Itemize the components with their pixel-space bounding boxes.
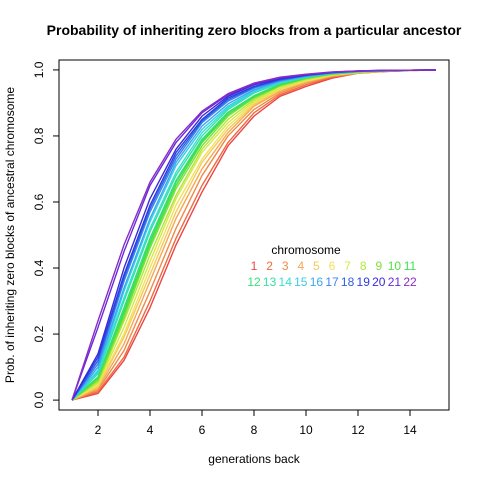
y-tick-label: 0.6 bbox=[32, 193, 46, 210]
legend-item-2: 2 bbox=[266, 259, 273, 273]
x-axis: 2 4 6 8 10 12 14 bbox=[95, 410, 417, 437]
legend-item-22: 22 bbox=[403, 275, 417, 289]
plot-area bbox=[58, 59, 450, 411]
chart-title: Probability of inheriting zero blocks fr… bbox=[47, 22, 462, 38]
legend-item-16: 16 bbox=[310, 275, 324, 289]
legend-item-11: 11 bbox=[404, 259, 417, 273]
legend-item-21: 21 bbox=[388, 275, 402, 289]
y-axis: 0.0 0.2 0.4 0.6 0.8 1.0 bbox=[32, 61, 59, 408]
x-tick-label: 12 bbox=[351, 423, 365, 437]
y-tick-label: 0.8 bbox=[32, 127, 46, 144]
legend-item-14: 14 bbox=[279, 275, 293, 289]
x-tick-label: 4 bbox=[147, 423, 154, 437]
legend-item-20: 20 bbox=[372, 275, 386, 289]
legend-item-3: 3 bbox=[282, 259, 289, 273]
x-tick-label: 2 bbox=[95, 423, 102, 437]
x-tick-label: 14 bbox=[403, 423, 417, 437]
y-tick-label: 0.4 bbox=[32, 259, 46, 276]
legend-item-17: 17 bbox=[325, 275, 339, 289]
legend-item-10: 10 bbox=[388, 259, 402, 273]
legend-item-18: 18 bbox=[341, 275, 355, 289]
legend-item-12: 12 bbox=[247, 275, 261, 289]
legend-item-19: 19 bbox=[357, 275, 371, 289]
series-line-2 bbox=[71, 69, 437, 401]
legend-item-5: 5 bbox=[313, 259, 320, 273]
y-axis-label: Prob. of inheriting zero blocks of ances… bbox=[3, 87, 17, 383]
legend-title: chromosome bbox=[271, 243, 341, 257]
legend-item-4: 4 bbox=[297, 259, 304, 273]
legend-item-1: 1 bbox=[251, 259, 258, 273]
y-tick-label: 0.0 bbox=[32, 391, 46, 408]
legend-item-9: 9 bbox=[375, 259, 382, 273]
legend-item-6: 6 bbox=[329, 259, 336, 273]
x-tick-label: 8 bbox=[251, 423, 258, 437]
legend-item-15: 15 bbox=[294, 275, 308, 289]
y-tick-label: 0.2 bbox=[32, 325, 46, 342]
y-tick-label: 1.0 bbox=[32, 61, 46, 78]
x-tick-label: 10 bbox=[299, 423, 313, 437]
legend-item-8: 8 bbox=[360, 259, 367, 273]
legend-item-13: 13 bbox=[263, 275, 277, 289]
series-line-22 bbox=[71, 69, 437, 401]
series-layer bbox=[71, 69, 437, 401]
x-tick-label: 6 bbox=[199, 423, 206, 437]
legend-item-7: 7 bbox=[344, 259, 351, 273]
x-axis-label: generations back bbox=[208, 452, 300, 466]
